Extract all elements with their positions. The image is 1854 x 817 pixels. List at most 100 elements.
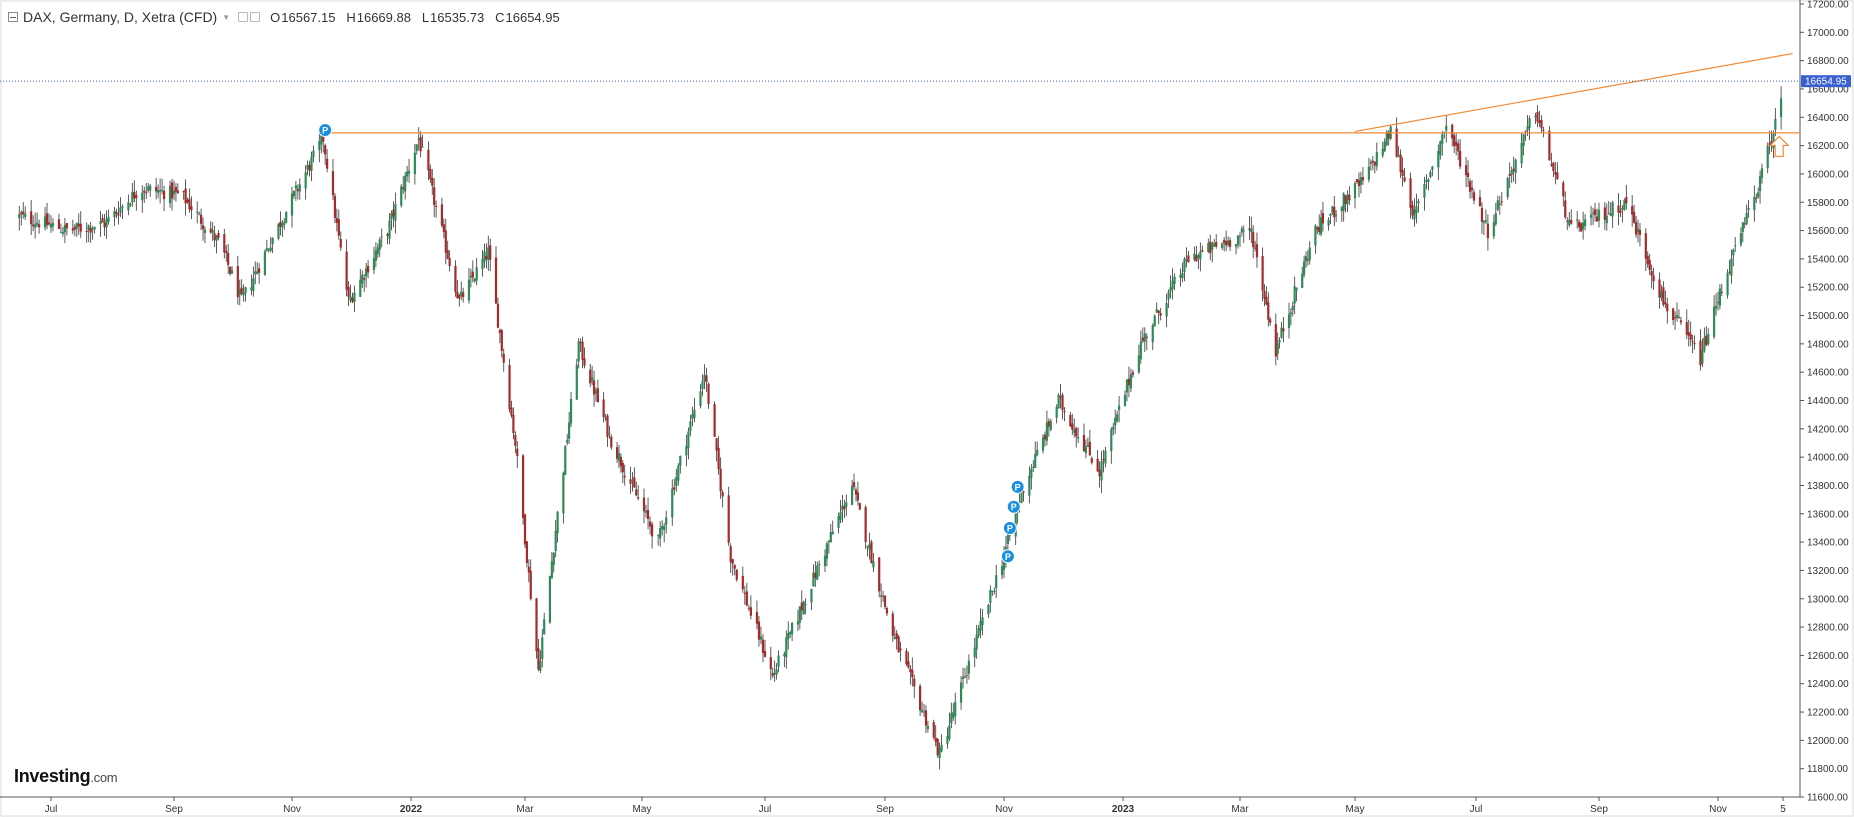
candle-body — [1508, 174, 1511, 176]
candle-body — [390, 213, 393, 220]
chart-header: DAX, Germany, D, Xetra (CFD) ▼ O16567.15… — [8, 8, 560, 26]
candle-body — [283, 222, 286, 225]
candle-body — [431, 178, 434, 186]
candle-body — [1280, 327, 1283, 338]
candle-body — [1634, 222, 1638, 235]
candle-body — [1157, 310, 1160, 314]
symbol-title[interactable]: DAX, Germany, D, Xetra (CFD) — [23, 9, 218, 25]
candle-body — [326, 158, 329, 169]
p-marker: P — [318, 123, 333, 138]
candle-body — [333, 195, 337, 218]
candle-body — [155, 186, 158, 192]
candle-body — [602, 399, 605, 418]
candle-body — [508, 365, 511, 410]
chevron-down-icon[interactable]: ▼ — [222, 12, 231, 22]
candle-body — [566, 440, 569, 443]
candle-body — [841, 505, 844, 511]
x-tick-label: May — [1346, 804, 1365, 815]
candle-body — [594, 390, 598, 394]
candle-body — [1644, 233, 1647, 259]
candle-body — [539, 660, 542, 671]
candle-body — [719, 468, 722, 492]
candle-body — [787, 632, 790, 640]
candle-body — [1201, 250, 1204, 252]
candle-body — [1008, 534, 1011, 536]
candle-body — [49, 224, 53, 228]
candle-body — [1173, 276, 1176, 285]
candle-body — [117, 213, 120, 216]
candle-body — [775, 669, 778, 675]
y-tick-label: 17000.00 — [1807, 28, 1849, 39]
candle-body — [1032, 466, 1035, 468]
candle-body — [1165, 303, 1168, 317]
candle-body — [203, 229, 207, 234]
eye-icon[interactable] — [238, 12, 249, 22]
candle-body — [400, 186, 403, 206]
candle-body — [552, 552, 555, 566]
candle-body — [306, 165, 309, 170]
candle-body — [296, 188, 299, 192]
candle-body — [32, 224, 35, 227]
candle-body — [225, 250, 228, 253]
candle-body — [771, 672, 774, 676]
up-arrow-icon — [1768, 135, 1790, 158]
candle-body — [1451, 124, 1454, 139]
candle-body — [812, 572, 815, 587]
candle-body — [1116, 414, 1119, 422]
candle-body — [442, 224, 445, 232]
candle-body — [1743, 223, 1746, 225]
candle-body — [1459, 150, 1462, 167]
candle-body — [548, 575, 552, 623]
candle-body — [294, 185, 298, 189]
candle-body — [1114, 417, 1117, 426]
low-value: 16535.73 — [430, 9, 485, 25]
candle-body — [671, 488, 674, 518]
candle-body — [615, 447, 619, 459]
candle-body — [1464, 165, 1468, 176]
candle-body — [1482, 221, 1486, 223]
candle-body — [386, 233, 389, 236]
y-tick-label: 16200.00 — [1807, 141, 1849, 152]
candle-body — [1417, 200, 1420, 204]
candle-body — [159, 190, 162, 192]
candle-body — [829, 532, 832, 543]
candle-body — [475, 267, 478, 281]
candle-body — [845, 502, 848, 507]
candle-body — [516, 448, 519, 456]
candle-body — [564, 446, 567, 475]
candle-body — [363, 278, 366, 280]
candle-body — [1633, 211, 1636, 223]
candle-body — [131, 191, 134, 203]
candle-body — [1197, 255, 1200, 258]
candle-body — [1041, 437, 1045, 451]
candle-body — [1167, 292, 1170, 300]
y-tick-label: 14000.00 — [1807, 453, 1849, 464]
candle-body — [1381, 148, 1384, 156]
candle-body — [1705, 335, 1708, 345]
candle-body — [1552, 162, 1555, 172]
candle-body — [673, 487, 676, 490]
candle-body — [1276, 343, 1279, 354]
candle-body — [1357, 180, 1361, 187]
candle-body — [1662, 287, 1665, 306]
candle-body — [961, 676, 965, 680]
candle-body — [1411, 205, 1414, 216]
candle-body — [1098, 469, 1101, 477]
candle-body — [1304, 256, 1308, 262]
candle-body — [924, 710, 928, 726]
candle-body — [839, 511, 842, 520]
settings-icon[interactable] — [250, 12, 261, 22]
candle-body — [635, 489, 638, 496]
candle-body — [1732, 249, 1735, 256]
candle-body — [685, 446, 688, 456]
x-tick-label: 5 — [1780, 804, 1786, 815]
candle-body — [1498, 203, 1501, 205]
candle-body — [345, 251, 348, 290]
p-marker-label: P — [1011, 502, 1017, 512]
candle-body — [1562, 182, 1565, 197]
candle-body — [1578, 221, 1581, 228]
candle-body — [717, 447, 720, 470]
collapse-icon[interactable] — [8, 12, 18, 22]
candle-body — [213, 233, 216, 241]
